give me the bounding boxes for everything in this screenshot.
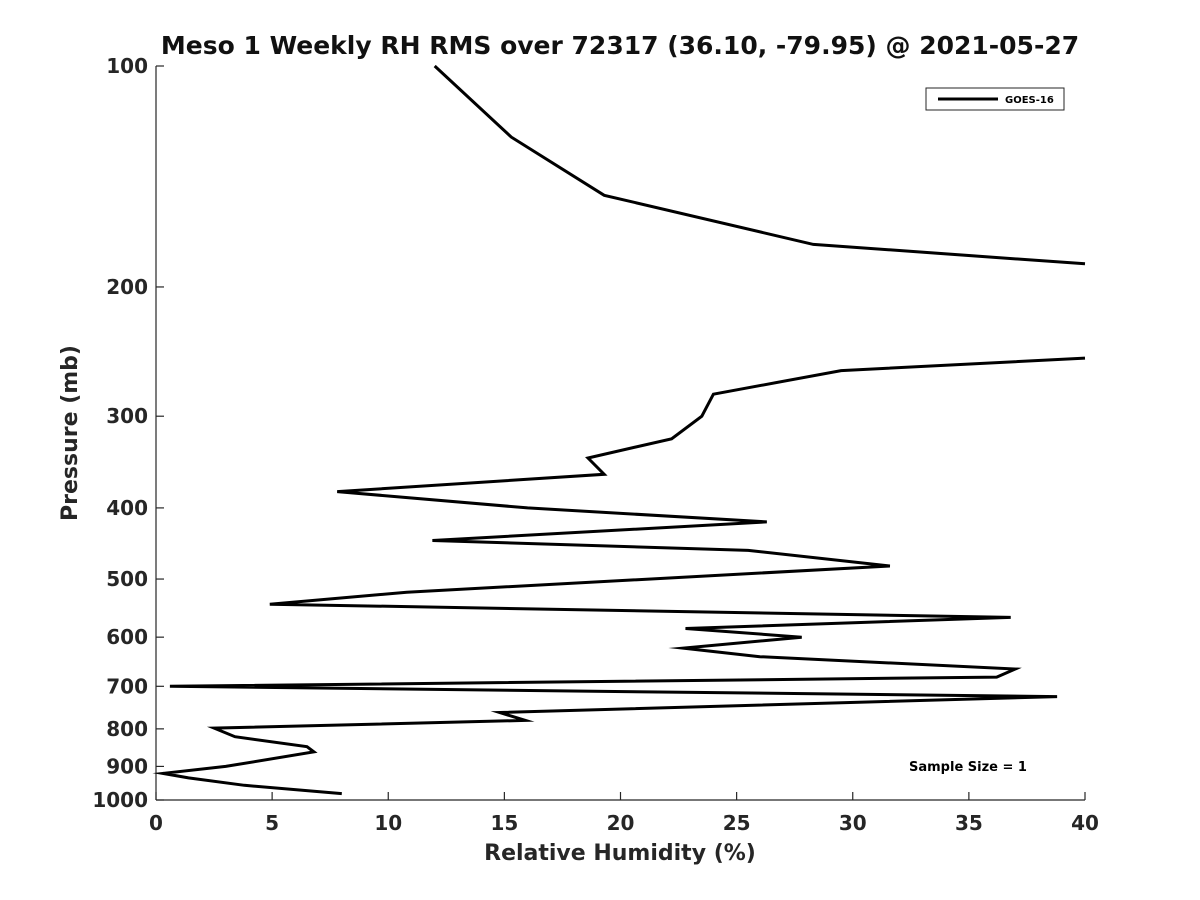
series-line-goes-16 — [152, 356, 1086, 796]
y-tick-label: 600 — [106, 625, 148, 649]
x-axis-label: Relative Humidity (%) — [484, 841, 756, 866]
y-tick-label: 100 — [106, 54, 148, 78]
x-tick-label: 30 — [839, 811, 867, 835]
x-tick-label: 15 — [490, 811, 518, 835]
chart-title: Meso 1 Weekly RH RMS over 72317 (36.10, … — [161, 31, 1079, 60]
x-tick-label: 25 — [723, 811, 751, 835]
y-axis-label: Pressure (mb) — [58, 345, 83, 521]
y-tick-label: 200 — [106, 275, 148, 299]
x-tick-label: 0 — [149, 811, 163, 835]
x-axis-ticks: 0 5 10 15 20 25 30 35 40 — [149, 792, 1099, 835]
y-axis-ticks: 100 200 300 400 500 600 700 800 900 1000 — [92, 54, 164, 812]
y-tick-label: 900 — [106, 754, 148, 778]
plot-area: 0 5 10 15 20 25 30 35 40 100 200 300 400 500 600 700 80… — [92, 54, 1099, 835]
series-lines — [152, 64, 1086, 796]
y-tick-label: 300 — [106, 404, 148, 428]
sample-size-annotation: Sample Size = 1 — [909, 760, 1027, 775]
x-tick-label: 40 — [1071, 811, 1099, 835]
legend: GOES-16 — [925, 87, 1065, 111]
y-tick-label: 700 — [106, 674, 148, 698]
x-tick-label: 35 — [955, 811, 983, 835]
series-line-goes-16 — [433, 64, 1086, 266]
legend-label-goes-16: GOES-16 — [1005, 95, 1054, 106]
y-tick-label: 800 — [106, 717, 148, 741]
x-tick-label: 10 — [374, 811, 402, 835]
y-tick-label: 400 — [106, 496, 148, 520]
y-tick-label: 1000 — [92, 788, 148, 812]
x-tick-label: 5 — [265, 811, 279, 835]
x-tick-label: 20 — [607, 811, 635, 835]
y-tick-label: 500 — [106, 567, 148, 591]
